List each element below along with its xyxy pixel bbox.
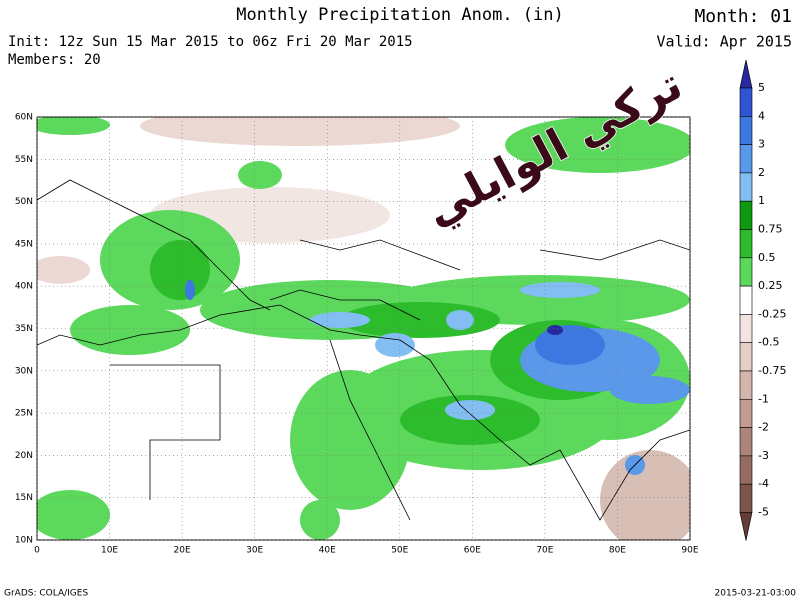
colorbar-label: 0.75 [758,223,783,236]
lon-label: 80E [609,546,626,556]
colorbar-segment [739,144,753,174]
lat-label: 20N [15,451,33,461]
lon-label: 50E [391,546,408,556]
colorbar-label: -2 [758,421,769,434]
colorbar-label: -0.75 [758,364,786,377]
colorbar-segment [739,257,753,287]
lat-label: 30N [15,366,33,376]
lon-label: 60E [464,546,481,556]
colorbar-segment [739,398,753,428]
colorbar-segment [739,427,753,457]
colorbar-label: -4 [758,477,769,490]
colorbar-label: -0.5 [758,336,779,349]
coastlines [37,179,690,521]
colorbar-label: -0.25 [758,307,786,320]
valid: Valid: Apr 2015 [657,33,792,51]
lat-label: 10N [15,536,33,546]
lat-label: 50N [15,197,33,207]
lat-label: 55N [15,155,33,165]
colorbar-segment [739,200,753,230]
lon-label: 70E [536,546,553,556]
title: Monthly Precipitation Anom. (in) [236,5,564,25]
lon-label: 0 [34,546,40,556]
lon-label: 90E [681,546,698,556]
lat-label: 40N [15,282,33,292]
colorbar-label: 0.5 [758,251,776,264]
lat-label: 45N [15,239,33,249]
colorbar-label: -5 [758,506,769,519]
precip-field [37,117,690,540]
colorbar-label: 3 [758,138,765,151]
colorbar-label: 4 [758,109,765,122]
members: Members: 20 [8,52,101,68]
lon-label: 10E [101,546,118,556]
colorbar-segment [739,483,753,513]
colorbar-segment [739,229,753,259]
colorbar-segment [739,455,753,485]
colorbar-segment [739,172,753,202]
colorbar-bottom [739,512,753,541]
lon-label: 30E [246,546,263,556]
lat-label: 15N [15,493,33,503]
lat-label: 25N [15,409,33,419]
colorbar-label: 5 [758,81,765,94]
colorbar-segment [739,314,753,343]
colorbar-segment [739,370,753,400]
colorbar-label: -3 [758,449,769,462]
lat-label: 60N [15,113,33,123]
lat-label: 35N [15,324,33,334]
footer-left: GrADS: COLA/IGES [4,589,88,599]
colorbar: 5 4 3 2 1 0.75 0.5 0.25 -0.25 -0.5 -0.75 -1 -2 -3 -4 -5 [739,59,786,541]
init: Init: 12z Sun 15 Mar 2015 to 06z Fri 20 … [8,34,413,50]
lon-label: 20E [174,546,191,556]
colorbar-label: 1 [758,194,765,207]
colorbar-segment [739,116,753,145]
footer-right: 2015-03-21-03:00 [715,589,797,599]
lon-label: 40E [319,546,336,556]
colorbar-segment [739,87,753,117]
colorbar-label: 2 [758,166,765,179]
colorbar-segment [739,285,753,315]
colorbar-label: 0.25 [758,279,783,292]
colorbar-segment [739,342,753,372]
month: Month: 01 [694,6,792,27]
colorbar-label: -1 [758,392,769,405]
